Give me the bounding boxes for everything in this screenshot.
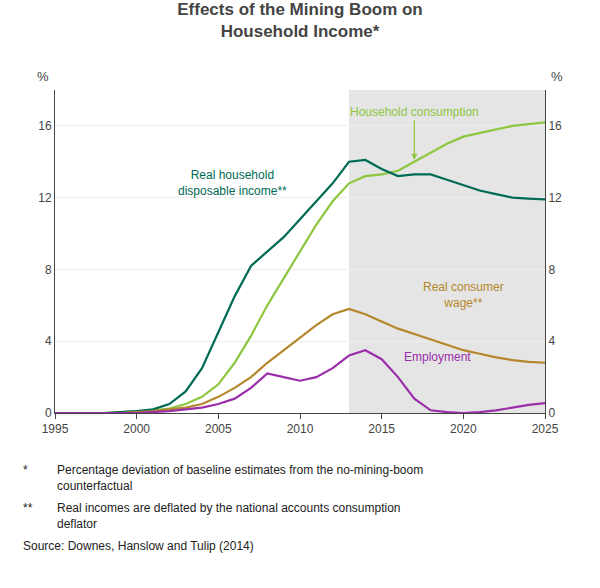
svg-text:1995: 1995 <box>42 422 69 436</box>
svg-text:4: 4 <box>548 334 555 348</box>
svg-text:Effects of the Mining Boom onH: Effects of the Mining Boom onHousehold I… <box>177 0 423 41</box>
svg-text:0: 0 <box>45 406 52 420</box>
svg-text:Real consumerwage**: Real consumerwage** <box>423 280 504 310</box>
svg-text:%: % <box>37 69 49 84</box>
svg-text:2000: 2000 <box>123 422 150 436</box>
svg-text:Source: Downes, Hanslow and Tu: Source: Downes, Hanslow and Tulip (2014) <box>23 539 254 553</box>
svg-text:8: 8 <box>45 263 52 277</box>
svg-text:Real householddisposable incom: Real householddisposable income** <box>178 168 287 198</box>
svg-text:Percentage deviation of baseli: Percentage deviation of baseline estimat… <box>57 463 423 493</box>
svg-text:Real incomes are deflated by t: Real incomes are deflated by the nationa… <box>57 501 401 531</box>
svg-text:*: * <box>23 463 28 477</box>
svg-text:2005: 2005 <box>205 422 232 436</box>
svg-text:2010: 2010 <box>287 422 314 436</box>
svg-text:2020: 2020 <box>450 422 477 436</box>
svg-text:**: ** <box>23 501 33 515</box>
svg-text:0: 0 <box>548 406 555 420</box>
svg-text:Household consumption: Household consumption <box>350 105 479 119</box>
svg-text:2025: 2025 <box>532 422 559 436</box>
svg-text:%: % <box>551 69 563 84</box>
svg-text:12: 12 <box>38 191 52 205</box>
svg-text:16: 16 <box>38 119 52 133</box>
svg-text:4: 4 <box>45 334 52 348</box>
svg-text:16: 16 <box>548 119 562 133</box>
svg-text:8: 8 <box>548 263 555 277</box>
svg-text:2015: 2015 <box>368 422 395 436</box>
svg-text:12: 12 <box>548 191 562 205</box>
svg-text:Employment: Employment <box>404 350 471 364</box>
